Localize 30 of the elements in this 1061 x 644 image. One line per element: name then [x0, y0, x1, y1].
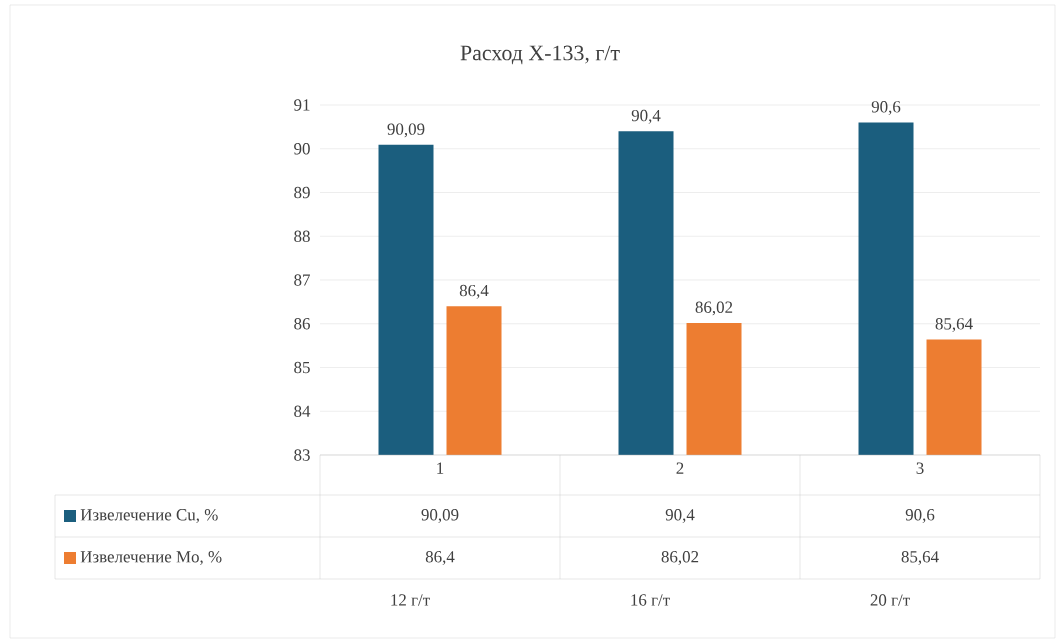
data-label: 86,4: [425, 551, 455, 565]
y-tick-label: 90: [294, 143, 310, 155]
x-tick-label: 2: [676, 462, 684, 474]
y-tick-label: 83: [294, 449, 310, 461]
y-tick-label: 84: [294, 405, 311, 417]
y-tick-label: 87: [294, 274, 310, 286]
data-label: 86,02: [661, 551, 699, 565]
text: 20 г/т: [870, 594, 910, 606]
data-label: 90,09: [421, 509, 459, 523]
y-tick-label: 91: [294, 99, 310, 111]
data-label: 90,6: [905, 509, 935, 523]
legend-label: Извелечение Mo, %: [80, 551, 222, 565]
text: 90,6: [871, 101, 901, 115]
data-label: 90,4: [665, 509, 695, 523]
text: 85,64: [935, 318, 973, 332]
data-label: 85,64: [901, 551, 939, 565]
y-tick-label: 88: [294, 230, 310, 242]
text: 12 г/т: [391, 594, 430, 606]
y-tick-label: 89: [294, 186, 310, 199]
text: 16 г/т: [631, 594, 670, 606]
text: 90,4: [631, 109, 661, 124]
text: 90,09: [387, 123, 425, 138]
chart-title: Расход Х-133, г/т: [460, 45, 620, 65]
y-tick-label: 85: [294, 361, 310, 374]
y-tick-label: 86: [294, 318, 310, 330]
text: 86,4: [459, 284, 489, 299]
x-tick-label: 3: [916, 462, 924, 474]
legend-label: Извелечение Cu, %: [80, 509, 218, 523]
text: 86,02: [695, 301, 733, 316]
x-tick-label: 1: [437, 462, 444, 474]
